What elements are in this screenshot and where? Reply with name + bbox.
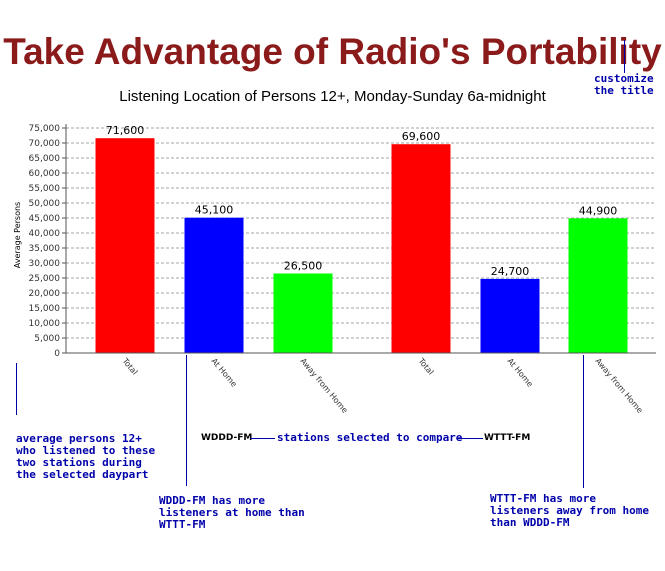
station-right-label: WTTT-FM: [484, 433, 531, 443]
y-tick-label: 30,000: [29, 259, 61, 269]
y-tick-label: 35,000: [29, 244, 61, 254]
y-tick-label: 70,000: [29, 139, 61, 149]
y-tick-label: 10,000: [29, 319, 61, 329]
note-line: average persons 12+: [16, 432, 142, 445]
y-tick-label: 55,000: [29, 184, 61, 194]
note-line: customize: [594, 72, 654, 85]
station-left-label: WDDD-FM: [201, 433, 253, 443]
note-line: listeners away from home: [490, 504, 649, 517]
note-line: than WDDD-FM: [490, 516, 570, 529]
y-tick-label: 75,000: [29, 124, 61, 134]
note-line: listeners at home than: [159, 506, 305, 519]
stations-connector-left: [250, 438, 275, 439]
note-line: two stations during: [16, 456, 142, 469]
category-label: Away from Home: [298, 357, 349, 415]
category-label: Total: [416, 356, 436, 377]
value-label: 26,500: [284, 260, 323, 273]
note-line: WTTT-FM: [159, 518, 206, 531]
y-tick-label: 65,000: [29, 154, 61, 164]
wddd-home-note: WDDD-FM has more listeners at home than WT…: [159, 495, 305, 531]
bar: [568, 218, 628, 353]
value-label: 44,900: [579, 204, 618, 217]
y-tick-label: 25,000: [29, 274, 61, 284]
chart-title: Listening Location of Persons 12+, Monda…: [119, 88, 546, 105]
bar: [273, 273, 333, 353]
y-tick-label: 0: [54, 349, 60, 359]
note-line: WTTT-FM has more: [490, 492, 596, 505]
y-tick-label: 45,000: [29, 214, 61, 224]
category-label: Away from Home: [593, 357, 644, 415]
grid-lines: [66, 127, 656, 339]
value-labels: 71,600 45,100 26,500 69,600 24,700 44,900: [106, 124, 618, 278]
y-tick-labels: 0 5,000 10,000 15,000 20,000 25,000 30,000 35,0…: [29, 124, 61, 359]
customize-connector: [624, 40, 625, 73]
bar: [184, 217, 244, 353]
bars: [95, 138, 628, 353]
bar: [95, 138, 155, 353]
value-label: 71,600: [106, 124, 145, 137]
axes: [62, 124, 656, 354]
note-line: who listened to these: [16, 444, 156, 457]
wttt-away-note: WTTT-FM has more listeners away from home…: [490, 493, 649, 529]
note-line: the selected daypart: [16, 468, 149, 481]
bar: [391, 144, 451, 353]
category-label: At Home: [505, 357, 534, 389]
category-labels: Total At Home Away from Home Total At Home Aw…: [120, 356, 645, 415]
category-label: At Home: [209, 357, 238, 389]
value-label: 69,600: [402, 130, 441, 143]
wddd-connector: [186, 355, 187, 486]
average-persons-note: average persons 12+ who listened to these…: [16, 433, 155, 481]
y-axis-label: Average Persons: [13, 202, 22, 268]
y-tick-label: 40,000: [29, 229, 61, 239]
stations-connector-right: [458, 438, 483, 439]
stations-compare-note: stations selected to compare: [277, 431, 463, 444]
y-tick-label: 50,000: [29, 199, 61, 209]
note-line: WDDD-FM has more: [159, 494, 265, 507]
page-headline: Take Advantage of Radio's Portability: [3, 31, 662, 72]
y-tick-label: 60,000: [29, 169, 61, 179]
wttt-connector: [583, 355, 584, 488]
average-connector: [16, 363, 17, 415]
y-tick-label: 5,000: [34, 334, 60, 344]
note-line: the title: [594, 84, 654, 97]
y-tick-label: 20,000: [29, 289, 61, 299]
category-label: Total: [120, 356, 140, 377]
bar: [480, 278, 540, 353]
customize-title-note: customize the title: [594, 73, 654, 97]
y-tick-label: 15,000: [29, 304, 61, 314]
value-label: 24,700: [491, 265, 530, 278]
value-label: 45,100: [195, 204, 234, 217]
